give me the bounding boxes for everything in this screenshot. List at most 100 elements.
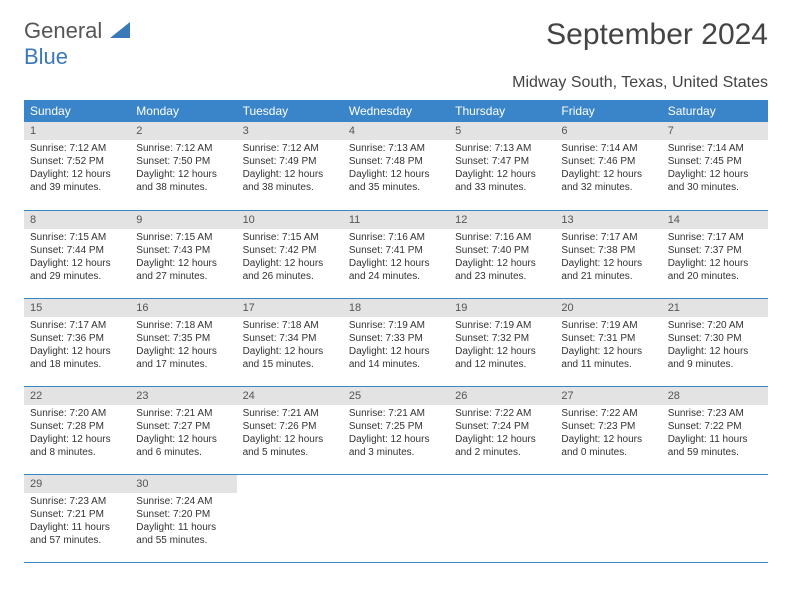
calendar-cell: 12Sunrise: 7:16 AMSunset: 7:40 PMDayligh… [449, 210, 555, 298]
day-number: 14 [662, 211, 768, 229]
daylight-text: Daylight: 12 hours and 38 minutes. [136, 168, 230, 194]
sunset-text: Sunset: 7:38 PM [561, 244, 655, 257]
sunrise-text: Sunrise: 7:12 AM [30, 142, 124, 155]
day-number: 10 [237, 211, 343, 229]
calendar-cell: 25Sunrise: 7:21 AMSunset: 7:25 PMDayligh… [343, 386, 449, 474]
daylight-text: Daylight: 11 hours and 59 minutes. [668, 433, 762, 459]
day-number: 1 [24, 122, 130, 140]
sunrise-text: Sunrise: 7:18 AM [243, 319, 337, 332]
sunset-text: Sunset: 7:23 PM [561, 420, 655, 433]
day-number: 8 [24, 211, 130, 229]
sunset-text: Sunset: 7:41 PM [349, 244, 443, 257]
sunset-text: Sunset: 7:25 PM [349, 420, 443, 433]
daylight-text: Daylight: 12 hours and 5 minutes. [243, 433, 337, 459]
day-body: Sunrise: 7:12 AMSunset: 7:50 PMDaylight:… [130, 140, 236, 198]
daylight-text: Daylight: 12 hours and 17 minutes. [136, 345, 230, 371]
calendar-cell: 8Sunrise: 7:15 AMSunset: 7:44 PMDaylight… [24, 210, 130, 298]
daylight-text: Daylight: 12 hours and 6 minutes. [136, 433, 230, 459]
calendar-cell: 5Sunrise: 7:13 AMSunset: 7:47 PMDaylight… [449, 122, 555, 210]
calendar-cell: 27Sunrise: 7:22 AMSunset: 7:23 PMDayligh… [555, 386, 661, 474]
calendar-cell [449, 474, 555, 562]
sunrise-text: Sunrise: 7:14 AM [668, 142, 762, 155]
daylight-text: Daylight: 12 hours and 0 minutes. [561, 433, 655, 459]
day-body: Sunrise: 7:15 AMSunset: 7:44 PMDaylight:… [24, 229, 130, 287]
daylight-text: Daylight: 12 hours and 39 minutes. [30, 168, 124, 194]
sunrise-text: Sunrise: 7:13 AM [455, 142, 549, 155]
calendar-week-row: 29Sunrise: 7:23 AMSunset: 7:21 PMDayligh… [24, 474, 768, 562]
weekday-header-row: Sunday Monday Tuesday Wednesday Thursday… [24, 100, 768, 122]
day-number: 30 [130, 475, 236, 493]
day-body: Sunrise: 7:17 AMSunset: 7:36 PMDaylight:… [24, 317, 130, 375]
sunset-text: Sunset: 7:46 PM [561, 155, 655, 168]
day-number: 12 [449, 211, 555, 229]
calendar-cell: 20Sunrise: 7:19 AMSunset: 7:31 PMDayligh… [555, 298, 661, 386]
calendar-week-row: 15Sunrise: 7:17 AMSunset: 7:36 PMDayligh… [24, 298, 768, 386]
weekday-header: Thursday [449, 100, 555, 122]
daylight-text: Daylight: 12 hours and 15 minutes. [243, 345, 337, 371]
day-number: 16 [130, 299, 236, 317]
sunrise-text: Sunrise: 7:12 AM [136, 142, 230, 155]
daylight-text: Daylight: 12 hours and 14 minutes. [349, 345, 443, 371]
daylight-text: Daylight: 12 hours and 9 minutes. [668, 345, 762, 371]
day-body: Sunrise: 7:20 AMSunset: 7:28 PMDaylight:… [24, 405, 130, 463]
day-number: 5 [449, 122, 555, 140]
sunset-text: Sunset: 7:22 PM [668, 420, 762, 433]
day-body: Sunrise: 7:17 AMSunset: 7:37 PMDaylight:… [662, 229, 768, 287]
daylight-text: Daylight: 12 hours and 3 minutes. [349, 433, 443, 459]
day-body: Sunrise: 7:17 AMSunset: 7:38 PMDaylight:… [555, 229, 661, 287]
weekday-header: Friday [555, 100, 661, 122]
calendar-cell: 3Sunrise: 7:12 AMSunset: 7:49 PMDaylight… [237, 122, 343, 210]
daylight-text: Daylight: 12 hours and 11 minutes. [561, 345, 655, 371]
daylight-text: Daylight: 12 hours and 27 minutes. [136, 257, 230, 283]
logo-line1: General [24, 18, 102, 43]
day-number: 11 [343, 211, 449, 229]
sunset-text: Sunset: 7:49 PM [243, 155, 337, 168]
sunset-text: Sunset: 7:47 PM [455, 155, 549, 168]
sunset-text: Sunset: 7:35 PM [136, 332, 230, 345]
day-body: Sunrise: 7:15 AMSunset: 7:42 PMDaylight:… [237, 229, 343, 287]
day-number: 25 [343, 387, 449, 405]
calendar-cell: 6Sunrise: 7:14 AMSunset: 7:46 PMDaylight… [555, 122, 661, 210]
weekday-header: Saturday [662, 100, 768, 122]
daylight-text: Daylight: 11 hours and 57 minutes. [30, 521, 124, 547]
day-number: 23 [130, 387, 236, 405]
sunrise-text: Sunrise: 7:19 AM [455, 319, 549, 332]
logo-shape-icon [110, 22, 130, 38]
sunset-text: Sunset: 7:52 PM [30, 155, 124, 168]
calendar-cell: 18Sunrise: 7:19 AMSunset: 7:33 PMDayligh… [343, 298, 449, 386]
day-body: Sunrise: 7:18 AMSunset: 7:35 PMDaylight:… [130, 317, 236, 375]
sunset-text: Sunset: 7:45 PM [668, 155, 762, 168]
day-body: Sunrise: 7:23 AMSunset: 7:22 PMDaylight:… [662, 405, 768, 463]
daylight-text: Daylight: 11 hours and 55 minutes. [136, 521, 230, 547]
logo: General Blue [24, 18, 130, 70]
sunset-text: Sunset: 7:34 PM [243, 332, 337, 345]
calendar-cell: 2Sunrise: 7:12 AMSunset: 7:50 PMDaylight… [130, 122, 236, 210]
day-number: 26 [449, 387, 555, 405]
daylight-text: Daylight: 12 hours and 23 minutes. [455, 257, 549, 283]
sunrise-text: Sunrise: 7:20 AM [668, 319, 762, 332]
day-number: 9 [130, 211, 236, 229]
sunrise-text: Sunrise: 7:15 AM [136, 231, 230, 244]
day-body: Sunrise: 7:21 AMSunset: 7:26 PMDaylight:… [237, 405, 343, 463]
sunset-text: Sunset: 7:28 PM [30, 420, 124, 433]
calendar-cell [555, 474, 661, 562]
calendar-cell [662, 474, 768, 562]
sunrise-text: Sunrise: 7:12 AM [243, 142, 337, 155]
sunrise-text: Sunrise: 7:19 AM [561, 319, 655, 332]
sunset-text: Sunset: 7:27 PM [136, 420, 230, 433]
sunset-text: Sunset: 7:36 PM [30, 332, 124, 345]
calendar-cell: 13Sunrise: 7:17 AMSunset: 7:38 PMDayligh… [555, 210, 661, 298]
calendar-cell: 11Sunrise: 7:16 AMSunset: 7:41 PMDayligh… [343, 210, 449, 298]
sunrise-text: Sunrise: 7:16 AM [455, 231, 549, 244]
calendar-cell: 30Sunrise: 7:24 AMSunset: 7:20 PMDayligh… [130, 474, 236, 562]
calendar-cell: 17Sunrise: 7:18 AMSunset: 7:34 PMDayligh… [237, 298, 343, 386]
day-number: 7 [662, 122, 768, 140]
calendar-cell: 15Sunrise: 7:17 AMSunset: 7:36 PMDayligh… [24, 298, 130, 386]
sunrise-text: Sunrise: 7:21 AM [243, 407, 337, 420]
sunset-text: Sunset: 7:48 PM [349, 155, 443, 168]
sunset-text: Sunset: 7:32 PM [455, 332, 549, 345]
sunrise-text: Sunrise: 7:13 AM [349, 142, 443, 155]
daylight-text: Daylight: 12 hours and 12 minutes. [455, 345, 549, 371]
day-number: 22 [24, 387, 130, 405]
day-body: Sunrise: 7:15 AMSunset: 7:43 PMDaylight:… [130, 229, 236, 287]
